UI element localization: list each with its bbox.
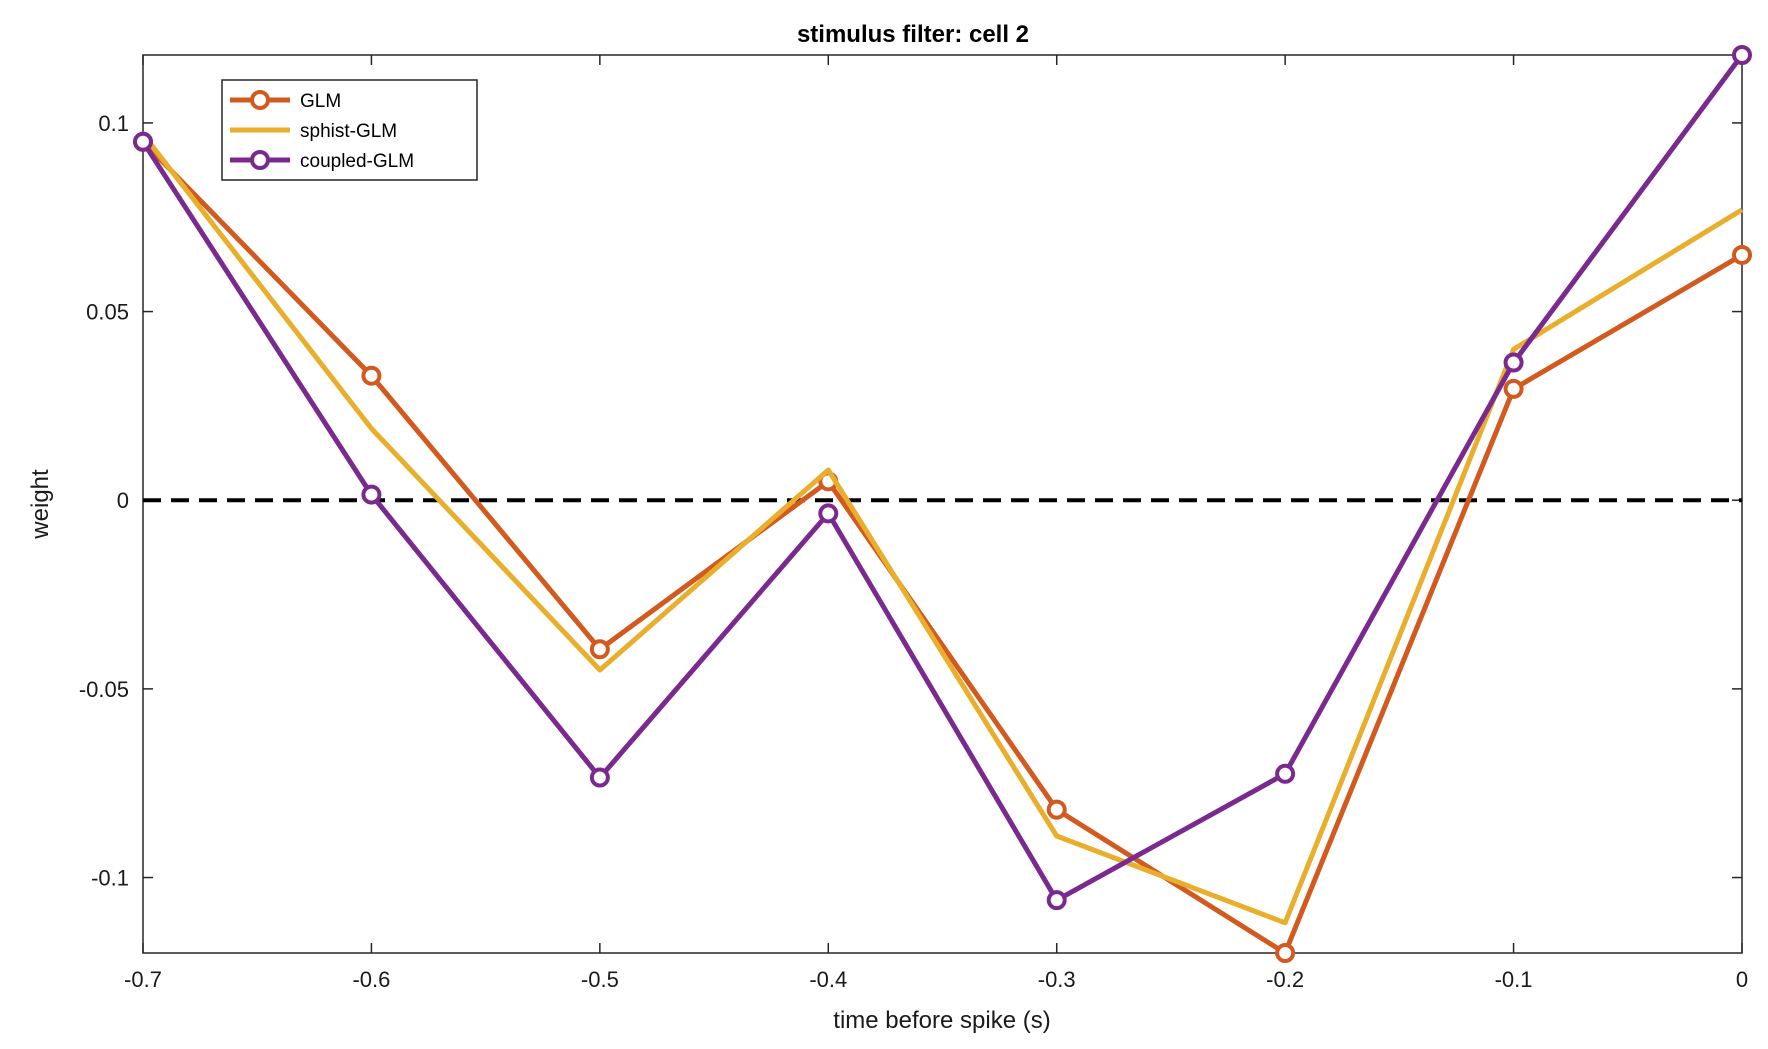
legend-marker [250, 150, 270, 170]
axis-tick-labels: -0.7 -0.6 -0.5 -0.4 -0.3 -0.2 -0.1 0 -0.1 -0.05 0 0… [79, 111, 1748, 992]
x-axis-label: time before spike (s) [833, 1007, 1050, 1034]
data-point [818, 503, 839, 524]
x-tick-label: -0.2 [1266, 967, 1304, 992]
legend-label: coupled-GLM [300, 151, 414, 172]
data-point [1503, 352, 1524, 373]
data-point [1503, 378, 1524, 399]
y-tick-label: 0 [117, 488, 129, 513]
data-point [361, 365, 382, 386]
data-point [133, 131, 153, 152]
series-layer [133, 45, 1752, 963]
series-sphist-glm [141, 132, 1744, 926]
legend-entry: coupled-GLM [230, 150, 414, 172]
data-point [589, 639, 610, 660]
series-coupled-glm [133, 45, 1752, 911]
legend-entry: sphist-GLM [230, 121, 397, 142]
series-line [141, 132, 1744, 926]
legend-entry: GLM [230, 90, 341, 112]
y-tick-label: -0.1 [91, 866, 129, 891]
x-tick-label: -0.1 [1495, 967, 1533, 992]
y-tick-label: 0.05 [86, 300, 129, 325]
axis-ticks [142, 55, 1743, 953]
data-point [1275, 763, 1296, 784]
data-point [1275, 943, 1296, 963]
chart-title: stimulus filter: cell 2 [797, 21, 1029, 48]
legend-label: GLM [300, 91, 341, 112]
x-tick-label: -0.5 [581, 967, 619, 992]
plot-area [142, 54, 1743, 954]
legend-label: sphist-GLM [300, 121, 397, 142]
y-axis-label: weight [27, 469, 54, 540]
legend-marker [250, 90, 270, 110]
data-point [1732, 244, 1752, 265]
series-line [140, 53, 1745, 903]
series-line [141, 140, 1744, 956]
data-point [589, 767, 610, 788]
data-point [1732, 45, 1752, 65]
x-tick-label: -0.3 [1038, 967, 1076, 992]
x-tick-label: 0 [1736, 967, 1748, 992]
x-tick-label: -0.4 [809, 967, 847, 992]
data-point [1046, 890, 1067, 911]
y-tick-label: -0.05 [79, 677, 129, 702]
legend: GLM sphist-GLM coupled-GLM [221, 79, 478, 181]
data-point [361, 484, 382, 505]
x-tick-label: -0.6 [352, 967, 390, 992]
x-tick-label: -0.7 [124, 967, 162, 992]
series-glm [133, 131, 1752, 963]
y-tick-label: 0.1 [98, 111, 129, 136]
data-point [1046, 799, 1067, 820]
